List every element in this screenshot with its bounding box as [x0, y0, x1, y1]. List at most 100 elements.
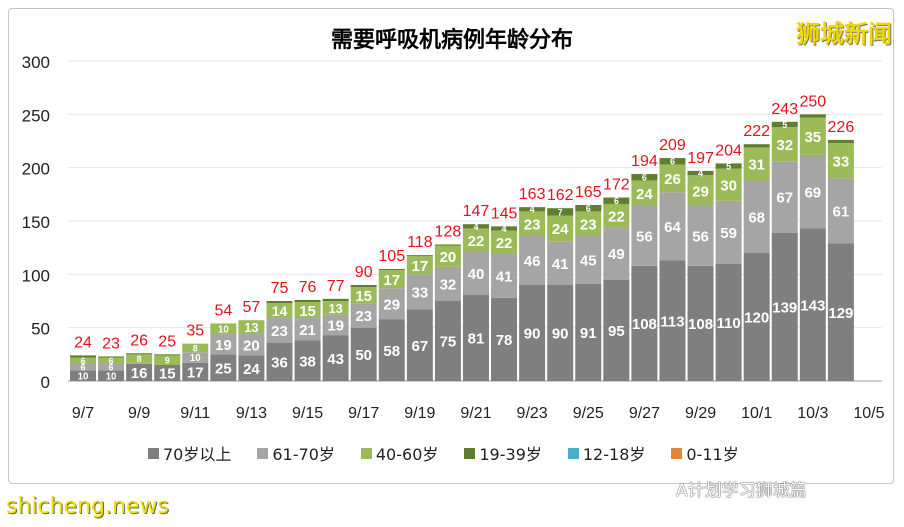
segment-label: 31 [748, 157, 765, 174]
total-label: 77 [327, 278, 345, 295]
bar-segment [827, 139, 854, 144]
total-label: 35 [186, 323, 204, 340]
y-tick-label: 50 [31, 320, 50, 339]
bar-segment [547, 285, 574, 381]
segment-label: 4 [530, 205, 535, 215]
watermark-wechat: A计划学习狮城篇 [676, 481, 807, 501]
segment-label: 17 [411, 258, 428, 275]
segment-label: 61 [833, 204, 850, 221]
bar-segment [294, 302, 321, 319]
segment-label: 78 [496, 332, 513, 349]
total-label: 57 [243, 299, 261, 316]
bar-segment [350, 285, 377, 288]
bar-segment [603, 279, 630, 381]
bar-segment [575, 235, 602, 284]
bar-segment [434, 244, 461, 246]
bar-segment [519, 235, 546, 285]
x-tick-label: 9/25 [573, 405, 604, 422]
segment-label: 56 [636, 229, 653, 246]
bar-segment [491, 226, 518, 231]
chart-title: 需要呼吸机病例年龄分布 [330, 28, 573, 53]
segment-label: 49 [608, 246, 625, 263]
bar-segment [434, 266, 461, 301]
bar-segment [659, 192, 686, 261]
segment-label: 32 [776, 137, 793, 154]
x-tick-label: 9/15 [292, 405, 323, 422]
total-label: 250 [799, 93, 826, 110]
bar-segment [238, 334, 265, 356]
total-label: 222 [743, 123, 770, 140]
bar-segment [406, 309, 433, 381]
total-label: 90 [355, 264, 373, 281]
bar-segment [406, 256, 433, 275]
y-tick-label: 100 [22, 266, 50, 285]
segment-label: 17 [187, 365, 204, 382]
bar-segment [603, 227, 630, 280]
bar-segment [154, 354, 181, 356]
segment-label: 4 [502, 224, 507, 234]
bar-segment [687, 206, 714, 266]
segment-label: 6 [109, 356, 114, 366]
total-label: 204 [715, 142, 742, 159]
segment-label: 15 [159, 366, 176, 383]
total-label: 26 [130, 332, 148, 349]
bar-segment [771, 161, 798, 233]
bar-segment [210, 354, 237, 381]
segment-label: 4 [473, 222, 478, 232]
bar-segment [350, 327, 377, 381]
segment-label: 8 [137, 354, 142, 364]
segment-label: 24 [243, 361, 260, 378]
bar-segment [70, 370, 96, 381]
y-tick-label: 200 [22, 160, 50, 179]
bar-segment [715, 263, 742, 381]
segment-label: 20 [243, 337, 260, 354]
segment-label: 35 [804, 129, 821, 146]
legend-label: 40-60岁 [375, 445, 439, 464]
total-label: 147 [463, 203, 490, 220]
segment-label: 15 [355, 288, 372, 305]
bar-segment [238, 320, 265, 335]
legend: 70岁以上 61-70岁 40-60岁 19-39岁 12-18岁 0-11岁 [148, 441, 739, 465]
bar-segment [743, 144, 770, 148]
total-label: 243 [771, 101, 798, 118]
segment-label: 129 [828, 305, 853, 322]
bar-segment [126, 363, 153, 381]
segment-label: 8 [193, 343, 198, 353]
segment-label: 20 [440, 249, 457, 266]
total-label: 75 [271, 280, 289, 297]
segment-label: 36 [271, 355, 288, 372]
bar-segment [126, 362, 153, 364]
bar-segment [210, 334, 237, 355]
x-tick-label: 9/21 [460, 405, 491, 422]
segment-label: 6 [614, 196, 619, 206]
segment-label: 13 [244, 320, 258, 335]
bar-segment [126, 354, 153, 363]
segment-label: 40 [468, 266, 485, 283]
bar-segment [519, 211, 546, 236]
segment-label: 33 [833, 153, 850, 170]
bar-segment [519, 207, 546, 212]
bar-segment [266, 342, 293, 381]
bar-segment [631, 206, 658, 266]
segment-label: 22 [468, 233, 485, 250]
bar-segment [462, 251, 489, 295]
bar-segment [182, 362, 209, 381]
bar-segment [771, 127, 798, 162]
bar-segment [126, 353, 153, 355]
bar-segment [547, 215, 574, 242]
bar-segment [491, 297, 518, 381]
total-label: 118 [407, 234, 433, 251]
bar-segment [98, 370, 125, 381]
bar-segment [350, 303, 377, 328]
segment-label: 22 [608, 208, 625, 225]
segment-label: 6 [586, 204, 591, 214]
segment-label: 29 [692, 183, 709, 200]
x-tick-label: 10/5 [853, 405, 884, 422]
segment-label: 108 [632, 316, 657, 333]
legend-item: 40-60岁 [360, 441, 439, 465]
segment-label: 23 [524, 216, 541, 233]
segment-label: 13 [328, 301, 342, 316]
bar-segment [238, 355, 265, 381]
bar-segment [687, 175, 714, 207]
